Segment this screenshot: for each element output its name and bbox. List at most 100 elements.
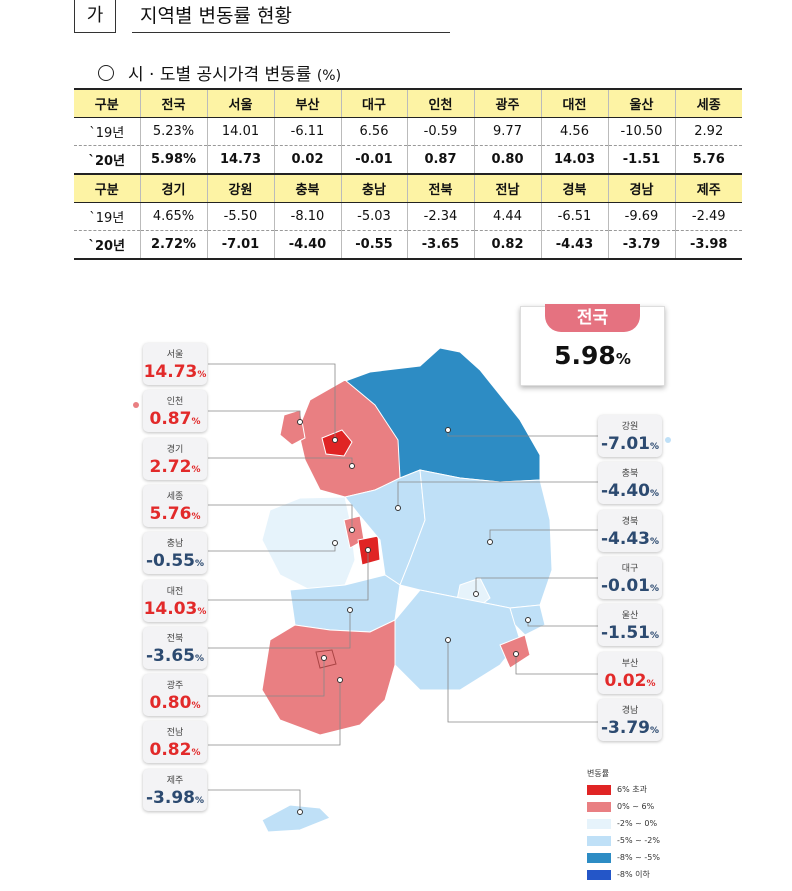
region-name: 대전 xyxy=(166,586,184,597)
region-unit: % xyxy=(191,748,201,759)
table-header-cell: 제주 xyxy=(675,173,742,203)
table-cell: 2.72% xyxy=(140,230,208,260)
region-callout: 광주 0.80% xyxy=(143,674,207,717)
legend-label: -8% ~ -5% xyxy=(617,853,660,862)
region-name: 강원 xyxy=(621,422,639,432)
region-callout: 강원 -7.01% xyxy=(598,415,662,457)
table-cell: 0.02 xyxy=(274,145,342,175)
subsection-title: 시 · 도별 공시가격 변동률 xyxy=(128,65,312,85)
region-unit: % xyxy=(649,631,660,642)
legend-item: -5% ~ -2% xyxy=(587,834,697,851)
region-unit: % xyxy=(191,701,201,712)
table-cell: `19년 xyxy=(74,117,141,146)
region-name: 충북 xyxy=(621,469,639,480)
table-cell: `20년 xyxy=(74,145,141,175)
region-value: -4.43 xyxy=(600,528,650,549)
legend-item: -8% 이하 xyxy=(587,868,697,885)
legend-swatch xyxy=(587,836,611,846)
section-title: 지역별 변동률 현황 xyxy=(132,0,450,33)
table-cell: 0.80 xyxy=(474,145,542,175)
table-cell: 6.56 xyxy=(341,117,408,146)
region-name: 경북 xyxy=(621,516,639,527)
region-incheon xyxy=(279,409,306,446)
region-value-box: 5.76% xyxy=(143,504,207,524)
national-unit: % xyxy=(615,350,631,368)
legend-item: 6% 초과 xyxy=(587,783,697,800)
region-callout: 대구 -0.01% xyxy=(598,556,662,599)
region-name: 경기 xyxy=(166,444,184,455)
region-name: 제주 xyxy=(166,775,184,786)
region-value: 0.87 xyxy=(149,409,192,430)
table-cell: -4.40 xyxy=(274,230,342,260)
region-value: -0.55 xyxy=(145,551,195,572)
table-cell: -8.10 xyxy=(274,202,342,231)
region-callout: 대전 14.03% xyxy=(143,579,207,622)
table-header-row: 구분 전국 서울 부산 대구 인천 광주 대전 울산 세종 xyxy=(74,88,742,118)
subsection-heading: 시 · 도별 공시가격 변동률 (%) xyxy=(98,60,341,85)
legend-item: -2% ~ 0% xyxy=(587,817,697,834)
region-callout: 세종 5.76% xyxy=(143,484,207,527)
table-cell: `20년 xyxy=(74,230,141,260)
table-cell: 5.23% xyxy=(140,117,208,146)
region-unit: % xyxy=(649,583,660,594)
table-cell: -2.34 xyxy=(407,202,475,231)
region-value-box: -7.01% xyxy=(598,434,662,454)
table-cell: -2.49 xyxy=(675,202,742,231)
legend-swatch xyxy=(587,870,611,880)
region-value: -3.65 xyxy=(145,645,195,666)
table-cell: 5.76 xyxy=(675,145,742,175)
region-callout: 울산 -1.51% xyxy=(598,604,662,647)
region-name: 전북 xyxy=(166,633,184,644)
table-row: `20년 2.72% -7.01 -4.40 -0.55 -3.65 0.82 -4.43 -3… xyxy=(74,230,742,260)
region-name: 울산 xyxy=(621,611,639,622)
map-regions xyxy=(133,347,671,833)
region-unit: % xyxy=(649,489,660,500)
table-cell: 14.03 xyxy=(541,145,609,175)
legend-label: 0% ~ 6% xyxy=(617,802,655,811)
region-jeju xyxy=(261,804,331,833)
region-value-box: 2.72% xyxy=(143,457,207,477)
legend-label: -2% ~ 0% xyxy=(617,819,658,828)
national-badge: 전국 5.98% xyxy=(520,304,665,386)
region-callout: 충북 -4.40% xyxy=(598,462,662,505)
table-header-cell: 구분 xyxy=(74,173,141,203)
legend-title: 변동률 xyxy=(587,769,610,778)
region-value: 0.02 xyxy=(604,670,647,691)
table-header-cell: 충북 xyxy=(274,173,342,203)
table-cell: -9.69 xyxy=(608,202,676,231)
region-callout: 경북 -4.43% xyxy=(598,509,662,552)
region-value: -3.98 xyxy=(145,787,195,808)
national-value: 5.98 xyxy=(554,341,616,370)
korea-map xyxy=(133,347,671,833)
table-cell: 9.77 xyxy=(474,117,542,146)
table-cell: 0.87 xyxy=(407,145,475,175)
table-cell: -5.03 xyxy=(341,202,408,231)
legend-swatch xyxy=(587,853,611,863)
region-unit: % xyxy=(194,795,205,806)
region-name: 광주 xyxy=(166,681,184,692)
table-header-row: 구분 경기 강원 충북 충남 전북 전남 경북 경남 제주 xyxy=(74,173,742,203)
table-header-cell: 광주 xyxy=(474,88,542,118)
table-cell: 14.73 xyxy=(207,145,275,175)
table-cell: 5.98% xyxy=(140,145,208,175)
region-unit: % xyxy=(191,511,201,522)
region-name: 부산 xyxy=(621,658,639,669)
table-cell: -4.43 xyxy=(541,230,609,260)
table-header-cell: 전국 xyxy=(140,88,208,118)
region-name: 대구 xyxy=(621,563,639,574)
region-name: 인천 xyxy=(166,397,184,408)
subsection-unit: (%) xyxy=(316,68,342,84)
region-unit: % xyxy=(194,559,205,570)
legend-item: -8% ~ -5% xyxy=(587,851,697,868)
region-callout: 부산 0.02% xyxy=(598,651,662,694)
table-header-cell: 경북 xyxy=(541,173,609,203)
region-value-box: -3.98% xyxy=(143,788,207,808)
table-header-cell: 충남 xyxy=(341,173,408,203)
table-header-cell: 부산 xyxy=(274,88,342,118)
region-unit: % xyxy=(191,464,201,475)
table-row: `19년 5.23% 14.01 -6.11 6.56 -0.59 9.77 4.56 -10.… xyxy=(74,117,742,146)
region-name: 전남 xyxy=(166,728,184,739)
region-value: -1.51 xyxy=(600,623,650,644)
region-value: 5.76 xyxy=(149,503,192,524)
table-cell: 4.56 xyxy=(541,117,609,146)
